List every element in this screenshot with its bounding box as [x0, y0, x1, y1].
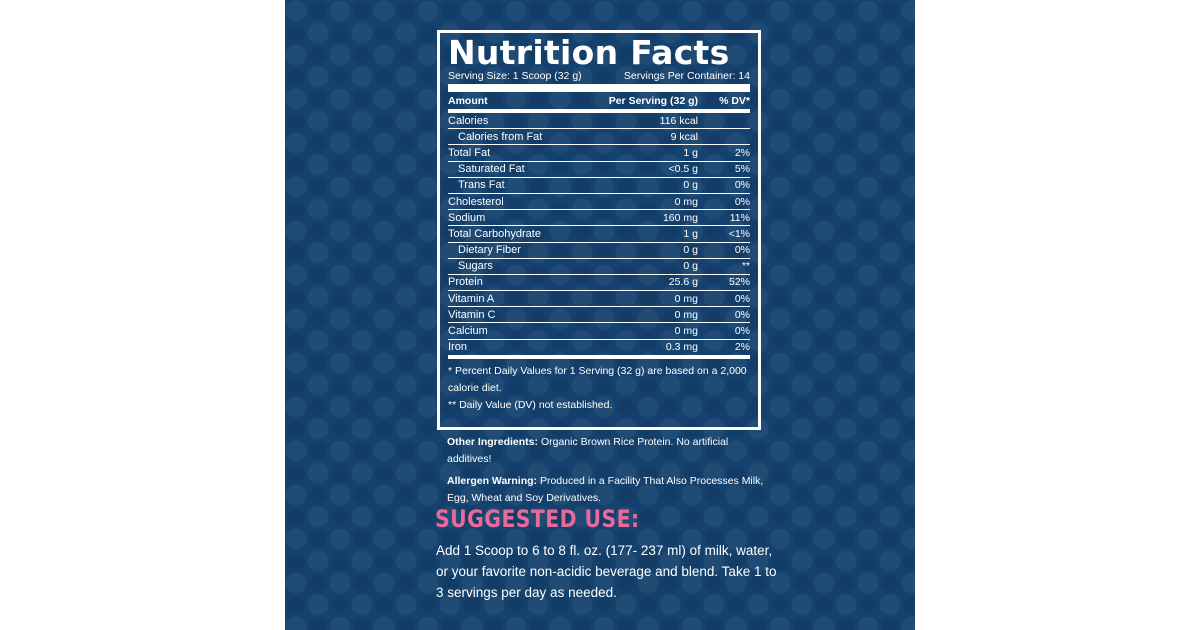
footnotes: * Percent Daily Values for 1 Serving (32… — [448, 359, 750, 414]
nutrient-row: Protein 25.6 g 52% — [448, 275, 750, 292]
nutrient-name: Dietary Fiber — [458, 244, 521, 257]
nutrition-facts-label: Nutrition Facts Serving Size: 1 Scoop (3… — [437, 30, 761, 430]
nutrient-row: Vitamin A 0 mg 0% — [448, 291, 750, 308]
header-per-serving: Per Serving (32 g) — [608, 94, 698, 107]
footnote-daily-values: * Percent Daily Values for 1 Serving (32… — [448, 364, 747, 394]
nutrient-dv: 0% — [734, 195, 750, 208]
nutrient-name: Calories from Fat — [458, 130, 543, 143]
other-ingredients: Other Ingredients: Organic Brown Rice Pr… — [447, 434, 767, 468]
nutrient-row: Calories 116 kcal — [448, 113, 750, 130]
allergen-label: Allergen Warning: — [447, 475, 538, 487]
nutrient-dv: 5% — [734, 163, 750, 176]
nutrient-amount: 0 mg — [674, 292, 698, 305]
nutrient-amount: 0 g — [683, 179, 698, 192]
nutrient-row: Sugars 0 g ** — [448, 259, 750, 275]
nutrient-name: Vitamin A — [448, 292, 495, 305]
nutrient-dv: 0% — [734, 244, 750, 257]
nutrient-row: Saturated Fat <0.5 g 5% — [448, 162, 750, 178]
nutrient-name: Iron — [448, 341, 467, 354]
nutrient-amount: 0 mg — [674, 308, 698, 321]
nutrition-header-row: Amount Per Serving (32 g) % DV* — [448, 92, 750, 113]
nutrient-dv: 0% — [734, 292, 750, 305]
nutrient-name: Calcium — [448, 325, 488, 338]
nutrition-title: Nutrition Facts — [448, 33, 730, 72]
nutrient-amount: 1 g — [683, 227, 698, 240]
nutrient-row: Dietary Fiber 0 g 0% — [448, 243, 750, 259]
nutrient-dv: 2% — [734, 341, 750, 354]
nutrient-amount: 0 g — [683, 244, 698, 257]
nutrient-dv: ** — [741, 260, 750, 273]
nutrient-rows: Calories 116 kcal Calories from Fat 9 kcal T… — [448, 113, 750, 359]
nutrient-amount: 1 g — [683, 146, 698, 159]
other-ingredients-text: Organic Brown Rice Protein. No artificia… — [447, 436, 729, 465]
nutrient-dv: 0% — [734, 325, 750, 338]
header-amount: Amount — [448, 94, 488, 107]
nutrient-amount: 9 kcal — [670, 130, 698, 143]
nutrient-dv: 11% — [729, 211, 750, 224]
nutrient-name: Trans Fat — [458, 179, 505, 192]
nutrient-row: Cholesterol 0 mg 0% — [448, 194, 750, 211]
nutrient-row: Calcium 0 mg 0% — [448, 323, 750, 340]
product-info-panel: Nutrition Facts Serving Size: 1 Scoop (3… — [285, 0, 915, 630]
nutrient-name: Sodium — [448, 211, 486, 224]
other-ingredients-label: Other Ingredients: — [447, 436, 539, 448]
servings-per-container: Servings Per Container: 14 — [623, 70, 750, 82]
nutrient-name: Protein — [448, 276, 483, 289]
nutrient-dv: <1% — [728, 227, 750, 240]
nutrient-name: Cholesterol — [448, 195, 504, 208]
nutrient-dv: 0% — [734, 179, 750, 192]
nutrient-amount: 0 mg — [674, 195, 698, 208]
nutrient-row: Calories from Fat 9 kcal — [448, 129, 750, 146]
nutrient-row: Total Fat 1 g 2% — [448, 145, 750, 162]
nutrient-name: Calories — [448, 114, 489, 127]
nutrient-amount: 116 kcal — [659, 114, 698, 127]
nutrient-row: Sodium 160 mg 11% — [448, 210, 750, 227]
nutrient-row: Iron 0.3 mg 2% — [448, 340, 750, 359]
nutrient-name: Saturated Fat — [458, 163, 525, 176]
footnote-dv-not-established: ** Daily Value (DV) not established. — [448, 398, 613, 411]
nutrient-dv: 0% — [734, 308, 750, 321]
nutrient-name: Vitamin C — [448, 308, 496, 321]
nutrient-row: Vitamin C 0 mg 0% — [448, 307, 750, 324]
nutrient-amount: <0.5 g — [668, 163, 699, 176]
header-dv: % DV* — [719, 94, 750, 107]
serving-size: Serving Size: 1 Scoop (32 g) — [448, 70, 582, 82]
nutrient-row: Trans Fat 0 g 0% — [448, 178, 750, 194]
nutrient-amount: 0 mg — [674, 325, 698, 338]
nutrient-name: Total Carbohydrate — [448, 227, 541, 240]
nutrient-amount: 0.3 mg — [665, 341, 698, 354]
suggested-use-heading: SUGGESTED USE: — [435, 505, 640, 533]
nutrient-name: Total Fat — [448, 146, 491, 159]
nutrient-name: Sugars — [458, 260, 493, 273]
nutrient-row: Total Carbohydrate 1 g <1% — [448, 226, 750, 243]
nutrient-amount: 160 mg — [662, 211, 698, 224]
nutrient-dv: 52% — [728, 276, 750, 289]
allergen-text: Produced in a Facility That Also Process… — [447, 475, 764, 504]
suggested-use-text: Add 1 Scoop to 6 to 8 fl. oz. (177- 237 … — [436, 543, 777, 600]
allergen-warning: Allergen Warning: Produced in a Facility… — [447, 473, 767, 507]
nutrient-amount: 25.6 g — [668, 276, 698, 289]
nutrient-amount: 0 g — [683, 260, 698, 273]
ingredients-allergen-block: Other Ingredients: Organic Brown Rice Pr… — [447, 434, 767, 507]
nutrient-dv: 2% — [734, 146, 750, 159]
serving-info: Serving Size: 1 Scoop (32 g) Servings Pe… — [448, 70, 750, 92]
